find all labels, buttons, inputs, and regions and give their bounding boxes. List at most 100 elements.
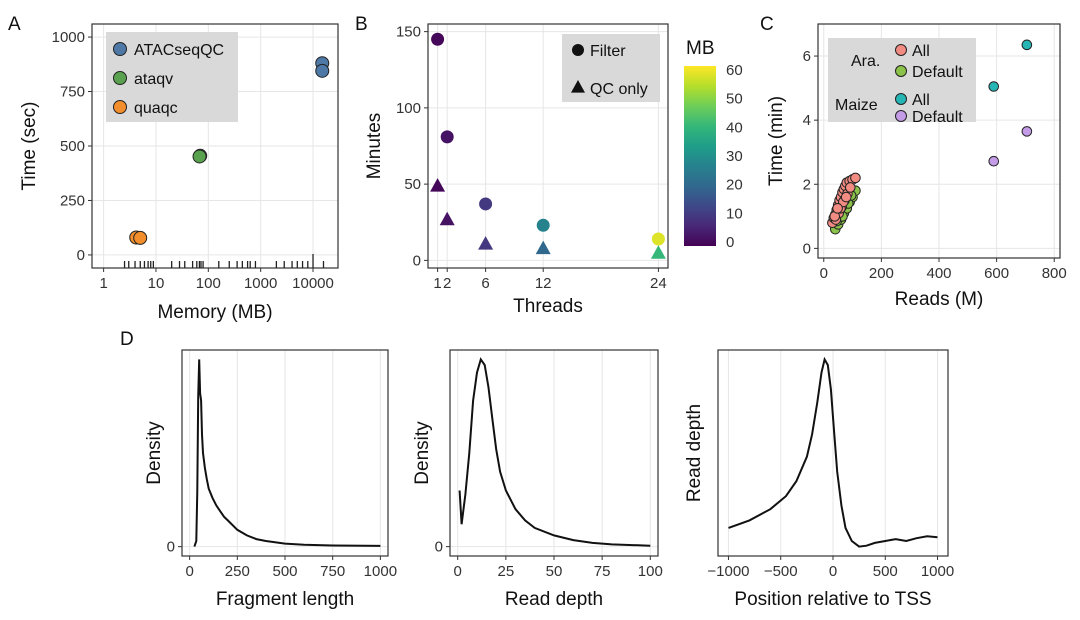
panel-a-point — [133, 230, 148, 245]
panel-a: 1 10 100 1000 10000 0 250 500 750 1000 Memory (MB)… — [8, 14, 339, 323]
panel-b-xlabel: Threads — [513, 296, 583, 317]
panel-a-xtick-label: 100 — [196, 275, 221, 292]
panel-b-xtick-label: 1 — [433, 275, 441, 292]
panel-d1-xlabel: Fragment length — [216, 589, 354, 610]
panel-c-xlabel: Reads (M) — [895, 289, 984, 310]
panel-a-legend-box — [106, 32, 238, 122]
panel-d2-xtick-label: 100 — [638, 563, 663, 580]
panel-c-point — [840, 191, 852, 203]
panel-c-point — [1021, 39, 1033, 51]
panel-d2-ylabel: Density — [412, 421, 433, 485]
panel-d1-ylabel: Density — [144, 421, 165, 485]
panel-b-legend-label: QC only — [590, 81, 648, 98]
panel-d3-xtick-label: 500 — [873, 563, 898, 580]
panel-b-frame — [427, 23, 669, 269]
panel-b-point-qc-only — [535, 240, 551, 255]
panel-c-point — [1021, 126, 1033, 137]
panel-a-xtick-label: 10 — [148, 275, 165, 292]
panel-c-xtick-label: 400 — [926, 265, 951, 282]
panel-a-xtick-label: 1000 — [244, 275, 277, 292]
panel-d2-ytick-label: 0 — [435, 539, 443, 556]
panel-a-legend-key — [113, 71, 127, 85]
panel-c-point — [988, 155, 1000, 167]
panel-a-legend-key — [113, 42, 127, 56]
panel-c-xtick-label: 200 — [869, 265, 894, 282]
panel-b-xtick-label: 24 — [650, 275, 667, 292]
panel-c: 0 200 400 600 800 0 2 4 6 Reads (M) Time (min) C Ara… — [760, 14, 1067, 310]
panel-a-legend-label: quaqc — [134, 100, 178, 117]
panel-b-ytick-label: 100 — [396, 100, 421, 117]
panel-c-ytick-label: 0 — [803, 240, 811, 257]
panel-a-ytick-label: 0 — [77, 247, 85, 264]
panel-c-legend-label: Default — [912, 64, 963, 81]
panel-d1-ytick-label: 0 — [167, 539, 175, 556]
panel-a-ytick-label: 1000 — [52, 29, 85, 46]
panel-b-colorbar-tick-label: 20 — [726, 177, 743, 194]
panel-b-colorbar-tick-label: 0 — [726, 234, 734, 251]
panel-d1-xtick-label: 1000 — [364, 563, 397, 580]
panel-b-point-qc-only — [439, 211, 455, 226]
panel-a-ytick-label: 750 — [60, 84, 85, 101]
panel-b: 1 2 6 12 24 0 50 100 150 Threads Minutes B Filter QC … — [355, 14, 743, 317]
panel-c-xtick-label: 600 — [984, 265, 1009, 282]
panel-a-ylabel: Time (sec) — [19, 101, 40, 190]
panel-c-point — [850, 172, 861, 184]
panel-a-legend: ATACseqQC ataqv quaqc — [106, 32, 238, 122]
panel-b-ylabel: Minutes — [364, 113, 385, 180]
panel-c-legend-key — [895, 44, 907, 56]
panel-c-panel-letter: C — [760, 14, 774, 35]
panel-d2-xtick-label: 50 — [546, 563, 563, 580]
panel-d1: 0 250 500 750 1000 0 Fragment length Density D — [120, 329, 397, 610]
panel-c-legend-label: All — [912, 92, 930, 109]
panel-b-legend-key-triangle — [571, 80, 585, 93]
panel-a-point — [315, 63, 330, 78]
panel-a-legend-label: ataqv — [134, 71, 173, 88]
panel-b-panel-letter: B — [355, 14, 368, 35]
panel-a-ytick-label: 250 — [60, 192, 85, 209]
panel-d1-xtick-label: 0 — [185, 563, 193, 580]
panel-d1-xtick-label: 500 — [272, 563, 297, 580]
panel-c-legend-group: Ara. — [851, 53, 880, 70]
panel-a-xtick-label: 1 — [99, 275, 107, 292]
panel-b-point-qc-only — [650, 245, 666, 259]
panel-a-xlabel: Memory (MB) — [157, 302, 272, 323]
panel-b-legend-label: Filter — [590, 43, 626, 60]
panel-c-ytick-label: 2 — [803, 176, 811, 193]
panel-b-colorbar-bar — [684, 66, 716, 246]
panel-d2-xtick-label: 0 — [454, 563, 462, 580]
panel-c-point — [988, 81, 1000, 92]
panel-c-point — [844, 182, 856, 193]
panel-b-xtick-label: 12 — [535, 275, 552, 292]
panel-b-xtick-label: 6 — [481, 275, 489, 292]
panel-a-point — [192, 149, 207, 164]
panel-b-point-filter — [479, 197, 493, 211]
panel-d3-xtick-label: 1000 — [921, 563, 954, 580]
panel-d2: 0 25 50 75 100 0 Read depth Density — [412, 349, 663, 610]
panel-d1-line — [193, 359, 381, 547]
panel-b-legend-key-circle — [572, 44, 584, 56]
panel-b-colorbar-tick-label: 50 — [726, 91, 743, 108]
panel-b-point-qc-only — [430, 178, 446, 192]
panel-d2-xtick-label: 75 — [594, 563, 611, 580]
panel-b-colorbar-title: MB — [686, 38, 715, 59]
panel-b-colorbar-tick-label: 30 — [726, 148, 743, 165]
panel-d1-xtick-label: 250 — [225, 563, 250, 580]
panel-b-colorbar-tick-label: 40 — [726, 119, 743, 136]
panel-b-colorbar: MB 0 10 20 30 40 50 60 — [684, 38, 743, 251]
panel-d1-panel-letter: D — [120, 329, 134, 350]
panel-b-xtick-label: 2 — [443, 275, 451, 292]
panel-b-point-filter — [536, 218, 550, 232]
panel-d2-xtick-label: 25 — [498, 563, 515, 580]
panel-c-legend-key — [895, 110, 907, 122]
panel-a-xtick-label: 10000 — [292, 275, 334, 292]
panel-b-ytick-label: 150 — [396, 24, 421, 41]
panel-b-legend: Filter QC only — [562, 34, 660, 102]
panel-d3-xtick-label: −1000 — [707, 563, 749, 580]
panel-d3-ylabel: Read depth — [684, 404, 705, 502]
panel-c-xtick-label: 800 — [1042, 265, 1067, 282]
panel-c-ytick-label: 4 — [803, 112, 811, 129]
panel-a-legend-label: ATACseqQC — [134, 42, 224, 59]
panel-b-point-filter — [651, 232, 665, 246]
